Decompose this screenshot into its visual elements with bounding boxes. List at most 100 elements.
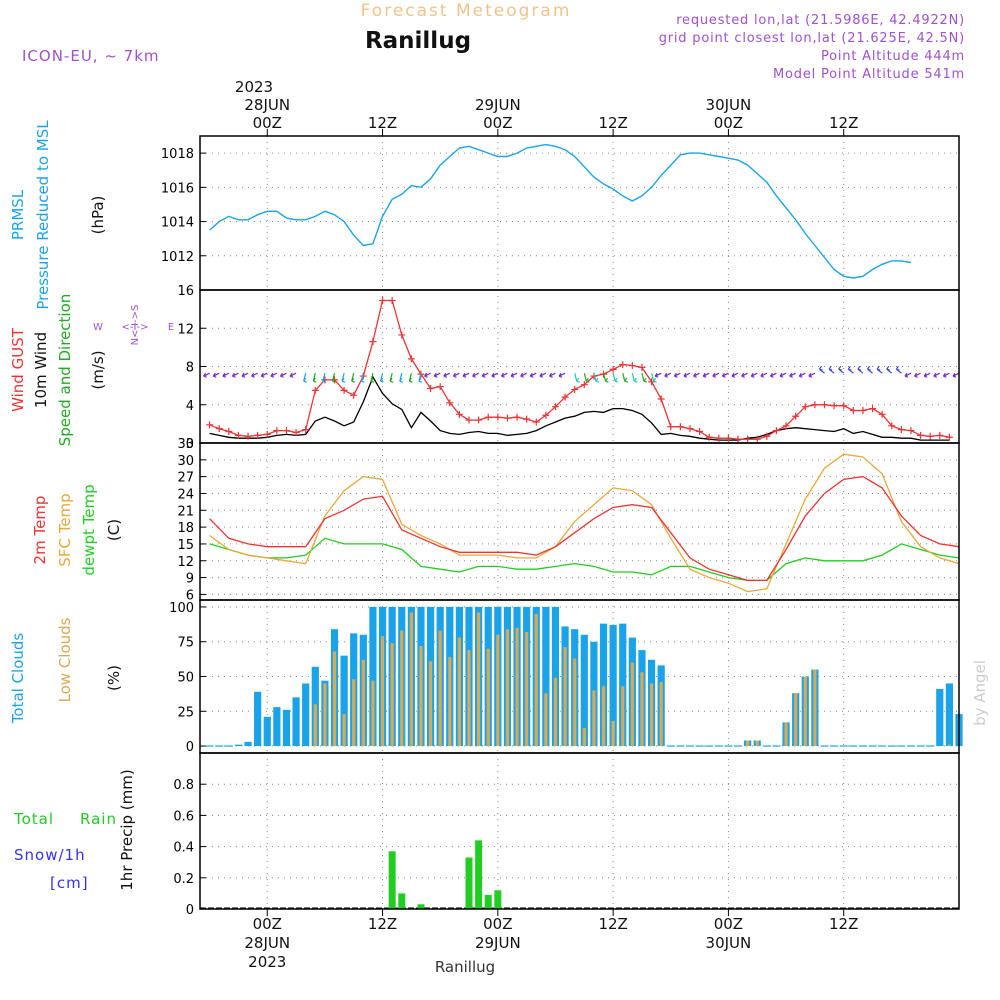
- rain-bar: [465, 857, 473, 909]
- y-tick-label: 18: [177, 521, 194, 536]
- rain-bar: [417, 904, 425, 909]
- low-cloud-bar: [467, 650, 471, 747]
- wind-direction-arrow: [481, 372, 489, 378]
- y-tick-label: 33: [177, 437, 194, 452]
- low-cloud-bar: [659, 682, 663, 747]
- wind-direction-arrow: [731, 372, 739, 378]
- wind-direction-arrow: [203, 372, 210, 378]
- wind-gust-marker: [398, 331, 406, 339]
- pressure-unit-label: (hPa): [89, 196, 107, 235]
- temp-2m-line: [209, 475, 960, 582]
- wind-direction-arrow: [539, 372, 547, 378]
- compass-ns-label: N<-I->S: [130, 305, 141, 346]
- wind-gust-marker: [388, 297, 396, 305]
- wind-gust-marker: [878, 410, 886, 418]
- wind-gust-marker: [926, 432, 934, 440]
- total-cloud-bar: [609, 625, 617, 747]
- y-tick-label: 100: [169, 601, 194, 616]
- bottom-hour-label: 12Z: [598, 915, 627, 933]
- compass-arrows-label: <-I->: [122, 322, 149, 333]
- wind-10m-label: 10m Wind: [32, 332, 50, 408]
- wind-gust-marker: [897, 426, 905, 434]
- y-tick-label: 0: [186, 903, 194, 918]
- low-cloud-bar: [438, 630, 442, 747]
- wind-direction-arrow: [895, 365, 902, 374]
- wind-direction-arrow: [808, 372, 816, 378]
- wind-gust-marker: [830, 402, 838, 410]
- wind-gust-marker: [782, 422, 790, 430]
- wind-direction-arrow: [424, 372, 431, 378]
- wind-gust-marker: [638, 363, 646, 371]
- total-cloud-bar: [292, 697, 300, 747]
- wind-direction-arrow: [942, 372, 950, 378]
- wind-gust-marker: [282, 427, 290, 435]
- y-tick-label: 16: [177, 284, 194, 299]
- wind-direction-arrow: [322, 373, 327, 383]
- bottom-date-label: 30JUN: [706, 934, 752, 952]
- y-tick-label: 0.2: [173, 872, 194, 887]
- rain-bar: [484, 894, 492, 909]
- low-cloud-bar: [649, 683, 654, 747]
- wind-gust-marker: [705, 433, 713, 441]
- wind-gust-marker: [849, 406, 857, 414]
- total-cloud-bar: [551, 606, 560, 747]
- wind-direction-arrow: [222, 372, 230, 378]
- wind-gust-marker: [379, 297, 387, 305]
- product-title: Forecast Meteogram: [361, 1, 572, 21]
- low-clouds-label: Low Clouds: [56, 617, 74, 702]
- panel-frame: [199, 442, 960, 601]
- wind-direction-arrow: [462, 372, 470, 378]
- wind-direction-arrow: [289, 372, 297, 378]
- wind-direction-arrow: [828, 365, 835, 374]
- wind-gust-marker: [561, 393, 569, 401]
- total-cloud-bar: [945, 683, 953, 747]
- low-cloud-bar: [525, 631, 529, 747]
- bottom-date-label: 29JUN: [475, 934, 521, 952]
- y-tick-label: 27: [177, 471, 194, 486]
- wind-direction-arrow: [593, 373, 600, 383]
- wind-gust-marker: [772, 427, 780, 435]
- wind-direction-arrow: [914, 372, 921, 378]
- rain-bar: [494, 890, 502, 909]
- wind-direction-arrow: [303, 373, 307, 383]
- low-cloud-bar: [544, 693, 548, 747]
- wind-direction-arrow: [721, 372, 729, 378]
- low-cloud-bar: [630, 662, 634, 747]
- wind-direction-arrow: [622, 373, 628, 383]
- wind-direction-arrow: [631, 373, 638, 383]
- total-cloud-bar: [282, 709, 291, 747]
- wind-direction-arrow: [558, 372, 566, 378]
- wind-direction-arrow: [741, 372, 748, 378]
- wind-direction-arrow: [312, 373, 317, 383]
- wind-direction-arrow: [452, 372, 460, 378]
- requested-coords: requested lon,lat (21.5986E, 42.4922N): [676, 13, 965, 28]
- wind-gust-marker: [494, 413, 502, 421]
- y-tick-label: 0: [186, 437, 194, 452]
- low-cloud-bar: [477, 612, 481, 747]
- bottom-hour-label: 00Z: [253, 915, 282, 933]
- wind-direction-arrow: [472, 372, 479, 378]
- wind-direction-arrow: [351, 373, 355, 383]
- low-cloud-bar: [400, 630, 404, 747]
- wind-gust-marker: [820, 401, 828, 409]
- y-tick-label: 4: [186, 399, 194, 414]
- wind-direction-arrow: [583, 373, 590, 383]
- wind-direction-arrow: [241, 372, 249, 378]
- total-cloud-bar: [263, 716, 271, 747]
- wind-gust-marker: [455, 410, 463, 418]
- low-cloud-bar: [428, 661, 433, 747]
- wind-direction-arrow: [612, 373, 619, 383]
- sfc-temp-line: [209, 453, 960, 593]
- wind-direction-arrow: [876, 365, 883, 374]
- wind-gust-marker: [484, 413, 492, 421]
- wind-direction-arrow: [231, 372, 239, 378]
- total-cloud-bar: [619, 623, 627, 747]
- y-tick-label: 0.8: [173, 778, 194, 793]
- total-cloud-bar: [936, 689, 944, 747]
- y-tick-label: 1014: [161, 216, 194, 231]
- wind-gust-marker: [206, 421, 214, 429]
